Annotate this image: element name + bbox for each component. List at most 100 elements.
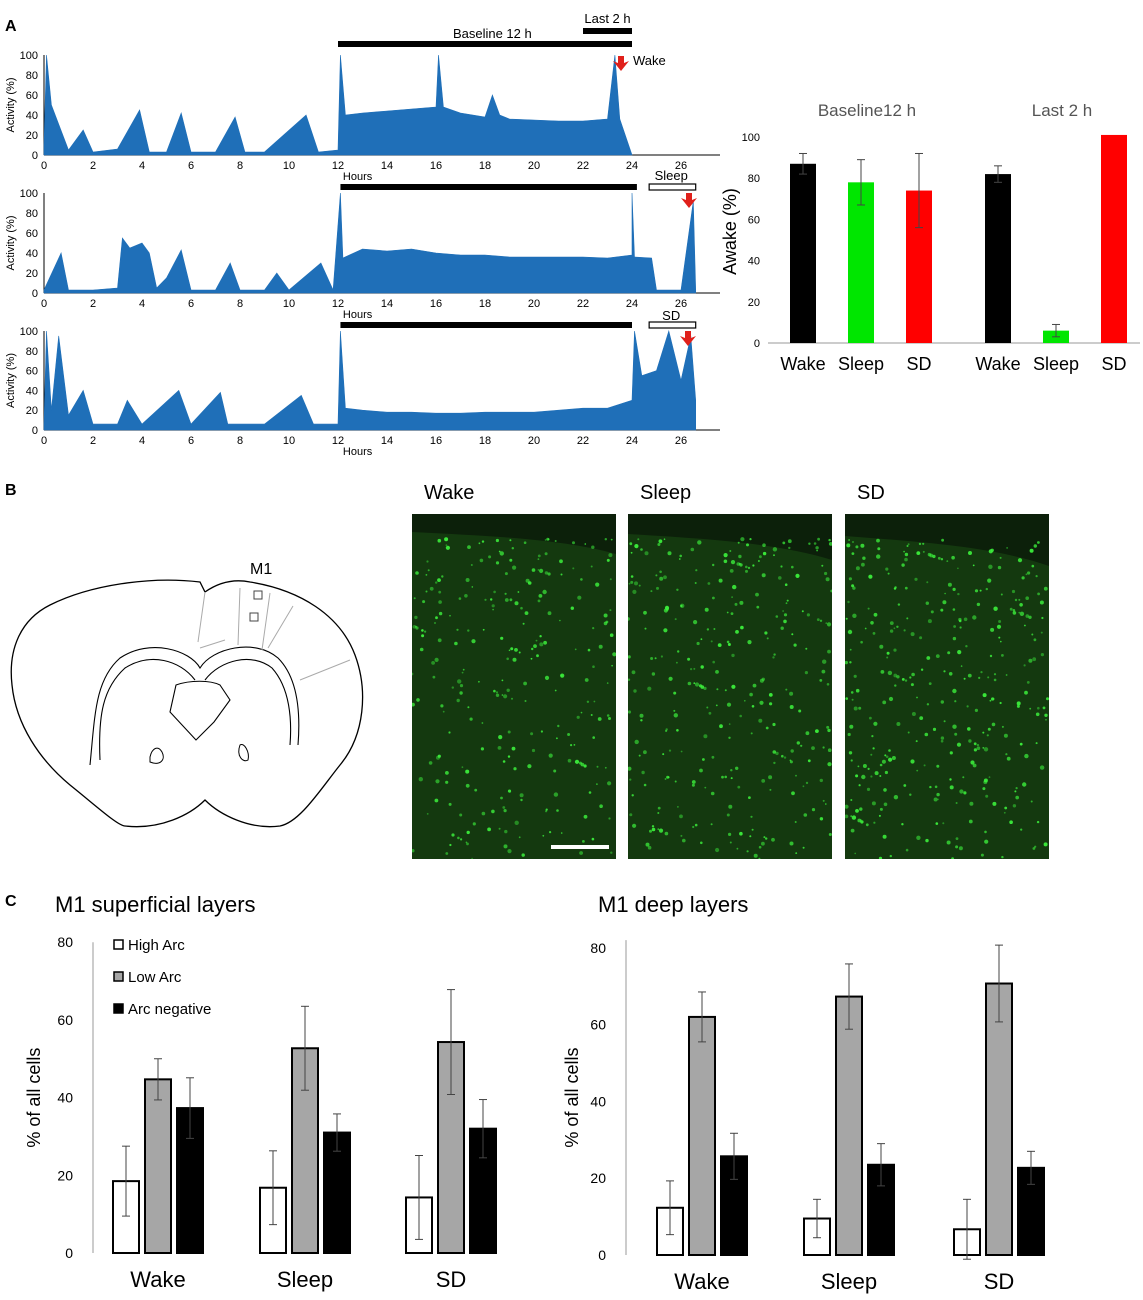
micrograph-cell [1005, 674, 1008, 676]
micrograph-cell [965, 645, 968, 648]
micrograph-cell [987, 578, 992, 583]
micrograph-cell [514, 820, 519, 825]
micrograph-cell [943, 720, 946, 723]
activity-x-tick-label: 0 [41, 160, 47, 172]
micrograph-cell [955, 845, 959, 849]
micrograph-cell [606, 682, 609, 684]
micrograph-cell [510, 647, 514, 651]
micrograph-cell [437, 578, 441, 582]
micrograph-cell [718, 578, 723, 583]
micrograph-cell [993, 678, 997, 682]
micrograph-cell [935, 654, 940, 658]
micrograph-cell [729, 550, 732, 552]
micrograph-cell [772, 750, 777, 754]
micrograph-cell [1025, 596, 1029, 600]
micrograph-cell [660, 655, 663, 658]
micrograph-cell [983, 747, 989, 752]
micrograph-cell [991, 697, 995, 701]
activity-x-tick-label: 4 [139, 298, 145, 310]
micrograph-cell [804, 671, 808, 675]
micrograph-cell [822, 746, 825, 749]
micrograph-cell [655, 574, 658, 577]
activity-x-tick-label: 16 [430, 435, 442, 447]
micrograph-cell [873, 821, 876, 824]
micrograph-cell [427, 569, 430, 572]
micrograph-cell [580, 711, 583, 714]
activity-y-tick-label: 0 [32, 425, 38, 437]
micrograph-cell [765, 837, 768, 840]
micrograph-cell [680, 750, 683, 753]
micrograph-cell [456, 698, 460, 703]
micrograph-cell [643, 783, 647, 787]
micrograph-cell [749, 692, 753, 697]
micrograph-cell [590, 714, 593, 716]
micrograph-cell [415, 625, 417, 628]
micrograph-cell [434, 657, 439, 662]
micrograph-cell [795, 774, 797, 777]
micrograph-sd-cells [845, 514, 1049, 859]
baseline-bar-2 [340, 184, 637, 190]
micrograph-cell [1031, 564, 1035, 568]
micrograph-cell [783, 619, 787, 624]
micrograph-cell [693, 667, 696, 670]
micrograph-cell [761, 779, 766, 783]
micrograph-cell [1037, 541, 1040, 544]
sleep-period-bar [648, 183, 697, 191]
activity-x-tick-label: 10 [283, 298, 295, 310]
micrograph-cell [440, 704, 444, 708]
micrograph-cell [970, 760, 975, 765]
micrograph-cell [715, 670, 719, 674]
micrograph-cell [943, 670, 946, 673]
micrograph-cell [845, 814, 849, 819]
micrograph-cell [821, 564, 824, 567]
micrograph-cell [412, 672, 414, 676]
micrograph-cell [802, 846, 805, 849]
micrograph-cell [484, 598, 487, 601]
micrograph-cell [674, 780, 677, 783]
micrograph-cell [968, 819, 973, 824]
micrograph-cell [951, 857, 954, 859]
micrograph-cell [415, 571, 419, 575]
micrograph-cell [557, 724, 560, 728]
micrograph-cell [603, 613, 608, 618]
micrograph-cell [819, 817, 824, 821]
micrograph-cell [985, 587, 988, 591]
micrograph-cell [861, 562, 865, 567]
micrograph-cell [1024, 753, 1029, 759]
activity-y-tick-label: 100 [20, 188, 38, 200]
micrograph-cell [781, 754, 784, 758]
micrograph-cell [972, 615, 977, 620]
micrograph-cell [716, 688, 719, 691]
micrograph-cell [885, 567, 889, 571]
sleep-arrow-icon [681, 193, 697, 208]
micrograph-cell [786, 599, 789, 602]
micrograph-cell [785, 688, 788, 691]
micrograph-cell [478, 542, 481, 545]
micrograph-cell [1021, 576, 1025, 580]
micrograph-cell [1003, 733, 1008, 738]
micrograph-cell [693, 620, 698, 625]
micrograph-cell [749, 538, 752, 541]
micrograph-cell [630, 580, 634, 584]
micrograph-cell [1006, 547, 1008, 549]
micrograph-cell [871, 735, 874, 738]
micrograph-cell [604, 538, 607, 541]
layers-y-tick-label: 0 [598, 1247, 606, 1263]
micrograph-cell [953, 625, 956, 628]
micrograph-cell [807, 759, 811, 763]
activity-y-tick-label: 20 [26, 268, 38, 280]
micrograph-cell [955, 837, 959, 840]
micrograph-cell [544, 571, 549, 575]
layers-y-axis-label: % of all cells [562, 1048, 582, 1148]
micrograph-cell [657, 806, 661, 810]
layers-bar [144, 1078, 172, 1254]
micrograph-cell [715, 847, 720, 853]
micrograph-cell [940, 700, 944, 704]
micrograph-cell [723, 553, 728, 558]
micrograph-cell [612, 652, 616, 657]
micrograph-cell [514, 648, 518, 652]
micrograph-cell [796, 741, 800, 745]
micrograph-cell [437, 538, 442, 543]
micrograph-cell [891, 756, 896, 760]
micrograph-cell [640, 548, 643, 551]
